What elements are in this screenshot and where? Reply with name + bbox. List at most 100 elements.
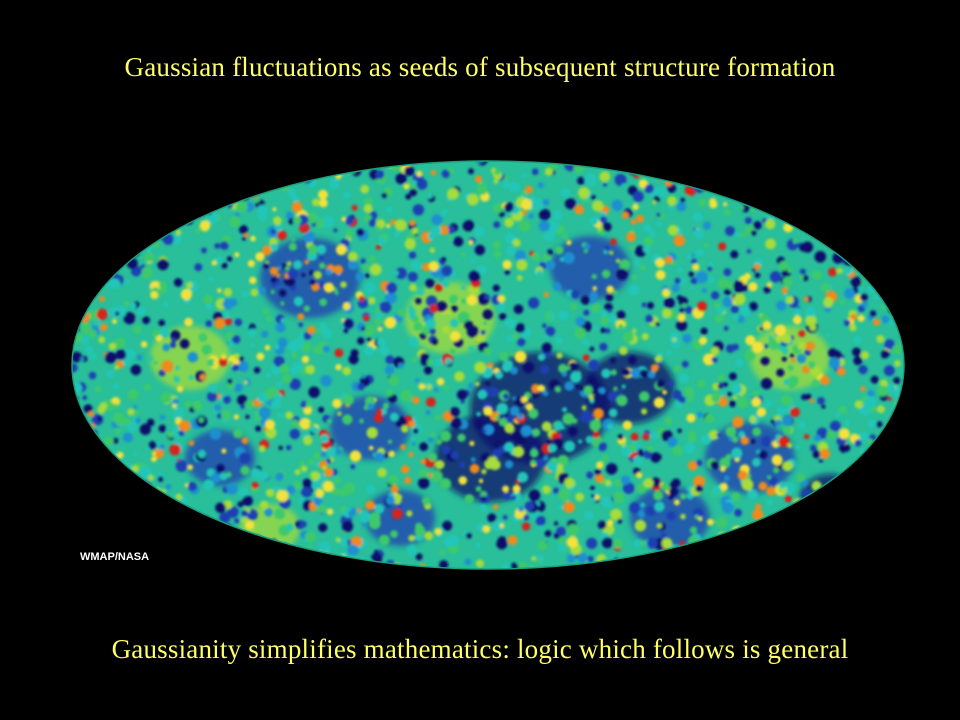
sky-fluctuation bbox=[722, 502, 734, 514]
sky-fluctuation bbox=[570, 290, 580, 299]
sky-fluctuation bbox=[589, 216, 599, 226]
sky-fluctuation bbox=[672, 445, 683, 456]
sky-fluctuation bbox=[339, 538, 348, 547]
sky-fluctuation bbox=[280, 301, 285, 306]
sky-fluctuation bbox=[237, 501, 244, 508]
sky-fluctuation bbox=[566, 554, 576, 563]
sky-fluctuation bbox=[718, 490, 725, 497]
sky-fluctuation bbox=[427, 232, 435, 240]
sky-fluctuation bbox=[299, 460, 304, 465]
sky-fluctuation bbox=[392, 508, 403, 520]
sky-fluctuation bbox=[814, 251, 827, 263]
sky-fluctuation bbox=[843, 319, 851, 327]
sky-fluctuation bbox=[634, 442, 641, 450]
sky-fluctuation bbox=[748, 301, 758, 311]
sky-fluctuation bbox=[421, 496, 431, 506]
sky-fluctuation bbox=[476, 411, 481, 417]
sky-fluctuation bbox=[408, 452, 414, 458]
sky-fluctuation bbox=[449, 348, 456, 355]
sky-fluctuation bbox=[311, 198, 320, 207]
sky-fluctuation bbox=[415, 553, 423, 561]
sky-fluctuation bbox=[493, 250, 502, 259]
sky-fluctuation bbox=[810, 228, 818, 236]
sky-fluctuation bbox=[265, 488, 274, 497]
sky-fluctuation bbox=[716, 432, 721, 438]
sky-fluctuation bbox=[425, 318, 436, 330]
sky-fluctuation bbox=[347, 544, 359, 556]
sky-fluctuation bbox=[245, 414, 250, 419]
sky-fluctuation bbox=[810, 366, 822, 378]
sky-fluctuation bbox=[647, 445, 654, 452]
sky-fluctuation bbox=[466, 193, 479, 206]
sky-fluctuation bbox=[703, 242, 709, 248]
sky-fluctuation bbox=[812, 228, 820, 237]
sky-fluctuation bbox=[319, 322, 327, 330]
sky-fluctuation bbox=[828, 357, 841, 369]
sky-fluctuation bbox=[545, 326, 556, 337]
sky-fluctuation bbox=[639, 391, 650, 402]
sky-fluctuation bbox=[317, 504, 327, 513]
sky-fluctuation bbox=[600, 309, 608, 318]
sky-fluctuation bbox=[617, 434, 624, 440]
sky-fluctuation bbox=[760, 377, 773, 390]
sky-fluctuation bbox=[300, 400, 308, 409]
sky-fluctuation bbox=[730, 305, 740, 314]
sky-fluctuation bbox=[754, 263, 761, 270]
sky-fluctuation bbox=[583, 309, 590, 316]
sky-fluctuation bbox=[715, 517, 727, 528]
sky-fluctuation bbox=[276, 273, 281, 278]
sky-fluctuation bbox=[524, 185, 533, 194]
sky-fluctuation bbox=[820, 282, 830, 292]
sky-fluctuation bbox=[255, 425, 262, 432]
sky-fluctuation bbox=[621, 442, 626, 447]
sky-fluctuation bbox=[276, 489, 289, 502]
sky-fluctuation bbox=[880, 305, 886, 310]
sky-fluctuation bbox=[681, 360, 689, 368]
sky-fluctuation bbox=[524, 501, 535, 512]
sky-fluctuation bbox=[397, 308, 406, 317]
sky-fluctuation bbox=[692, 263, 700, 271]
sky-fluctuation bbox=[504, 423, 515, 434]
sky-fluctuation bbox=[622, 331, 634, 343]
sky-fluctuation bbox=[542, 198, 550, 206]
sky-fluctuation bbox=[673, 499, 680, 506]
sky-fluctuation bbox=[382, 402, 390, 410]
sky-fluctuation bbox=[541, 342, 552, 353]
sky-fluctuation bbox=[468, 383, 474, 389]
sky-fluctuation bbox=[250, 235, 256, 242]
sky-fluctuation bbox=[901, 396, 904, 404]
sky-fluctuation bbox=[591, 273, 597, 280]
sky-fluctuation bbox=[563, 440, 576, 452]
sky-fluctuation bbox=[884, 339, 895, 350]
sky-fluctuation bbox=[173, 409, 184, 420]
sky-fluctuation bbox=[409, 313, 416, 320]
sky-fluctuation bbox=[709, 200, 718, 209]
sky-fluctuation bbox=[812, 270, 822, 280]
sky-fluctuation bbox=[545, 260, 556, 270]
sky-fluctuation bbox=[512, 484, 521, 493]
sky-fluctuation bbox=[442, 520, 453, 531]
sky-fluctuation bbox=[494, 414, 501, 421]
sky-fluctuation bbox=[776, 406, 786, 416]
sky-fluctuation bbox=[503, 413, 509, 418]
sky-fluctuation bbox=[325, 268, 333, 276]
sky-fluctuation bbox=[881, 315, 890, 324]
sky-fluctuation bbox=[331, 486, 341, 496]
sky-fluctuation bbox=[568, 361, 579, 372]
sky-fluctuation bbox=[566, 536, 579, 548]
sky-fluctuation bbox=[408, 305, 413, 310]
sky-fluctuation bbox=[676, 319, 688, 331]
sky-fluctuation bbox=[449, 294, 459, 304]
sky-fluctuation bbox=[358, 510, 371, 523]
sky-fluctuation bbox=[650, 364, 659, 372]
sky-fluctuation bbox=[671, 284, 680, 293]
sky-fluctuation bbox=[610, 238, 617, 246]
sky-fluctuation bbox=[256, 352, 265, 361]
sky-fluctuation bbox=[764, 344, 769, 349]
sky-fluctuation bbox=[861, 300, 868, 308]
sky-fluctuation bbox=[733, 395, 738, 400]
sky-fluctuation bbox=[477, 389, 488, 400]
sky-fluctuation bbox=[723, 208, 731, 217]
sky-fluctuation bbox=[213, 360, 218, 365]
sky-fluctuation bbox=[594, 468, 601, 476]
